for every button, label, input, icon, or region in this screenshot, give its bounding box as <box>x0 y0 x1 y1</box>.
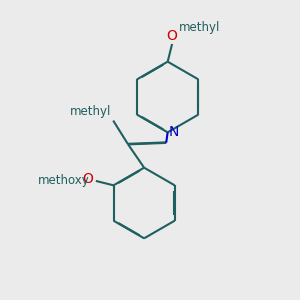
Text: methyl: methyl <box>178 21 220 34</box>
Text: N: N <box>169 125 179 139</box>
Text: O: O <box>167 28 178 43</box>
Text: methoxy: methoxy <box>38 174 89 188</box>
Text: O: O <box>82 172 93 186</box>
Text: methyl: methyl <box>70 105 112 118</box>
